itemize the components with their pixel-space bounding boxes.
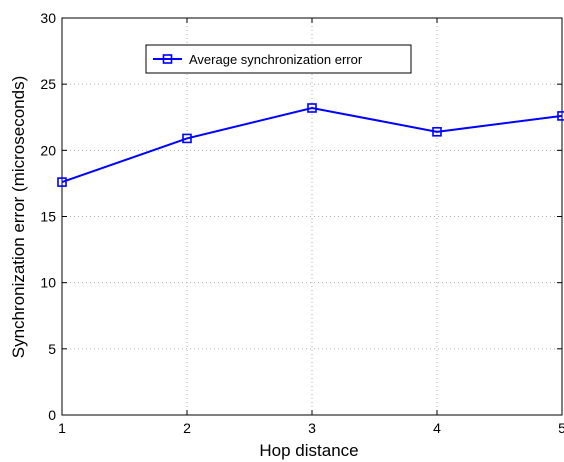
x-axis-ticks: 1 2 3 4 5 xyxy=(58,18,564,436)
series-line xyxy=(61,106,563,184)
data-point-marker xyxy=(557,111,564,121)
data-point-marker xyxy=(307,103,317,113)
y-tick-label: 0 xyxy=(48,407,56,423)
x-tick-label: 3 xyxy=(308,420,316,436)
y-axis-ticks: 0 5 10 15 20 25 30 xyxy=(40,10,562,423)
y-tick-label: 30 xyxy=(40,10,56,26)
y-tick-label: 20 xyxy=(40,142,56,158)
data-point-marker xyxy=(432,127,442,137)
y-tick-label: 15 xyxy=(40,209,56,225)
x-tick-label: 4 xyxy=(433,420,441,436)
y-tick-label: 10 xyxy=(40,275,56,291)
data-point-marker xyxy=(182,133,192,144)
y-tick-label: 25 xyxy=(40,76,56,92)
y-axis-label: Synchronization error (microseconds) xyxy=(9,76,28,359)
grid-lines xyxy=(62,18,562,415)
legend: Average synchronization error xyxy=(145,44,412,74)
x-tick-label: 2 xyxy=(183,420,191,436)
x-tick-label: 5 xyxy=(558,420,564,436)
legend-label: Average synchronization error xyxy=(189,52,363,67)
legend-marker-sample xyxy=(162,54,173,64)
legend-box xyxy=(145,44,412,74)
series-layer xyxy=(57,103,564,187)
x-axis-label: Hop distance xyxy=(259,441,358,460)
y-tick-label: 5 xyxy=(48,341,56,357)
data-point-marker xyxy=(57,177,67,187)
x-tick-label: 1 xyxy=(58,420,66,436)
